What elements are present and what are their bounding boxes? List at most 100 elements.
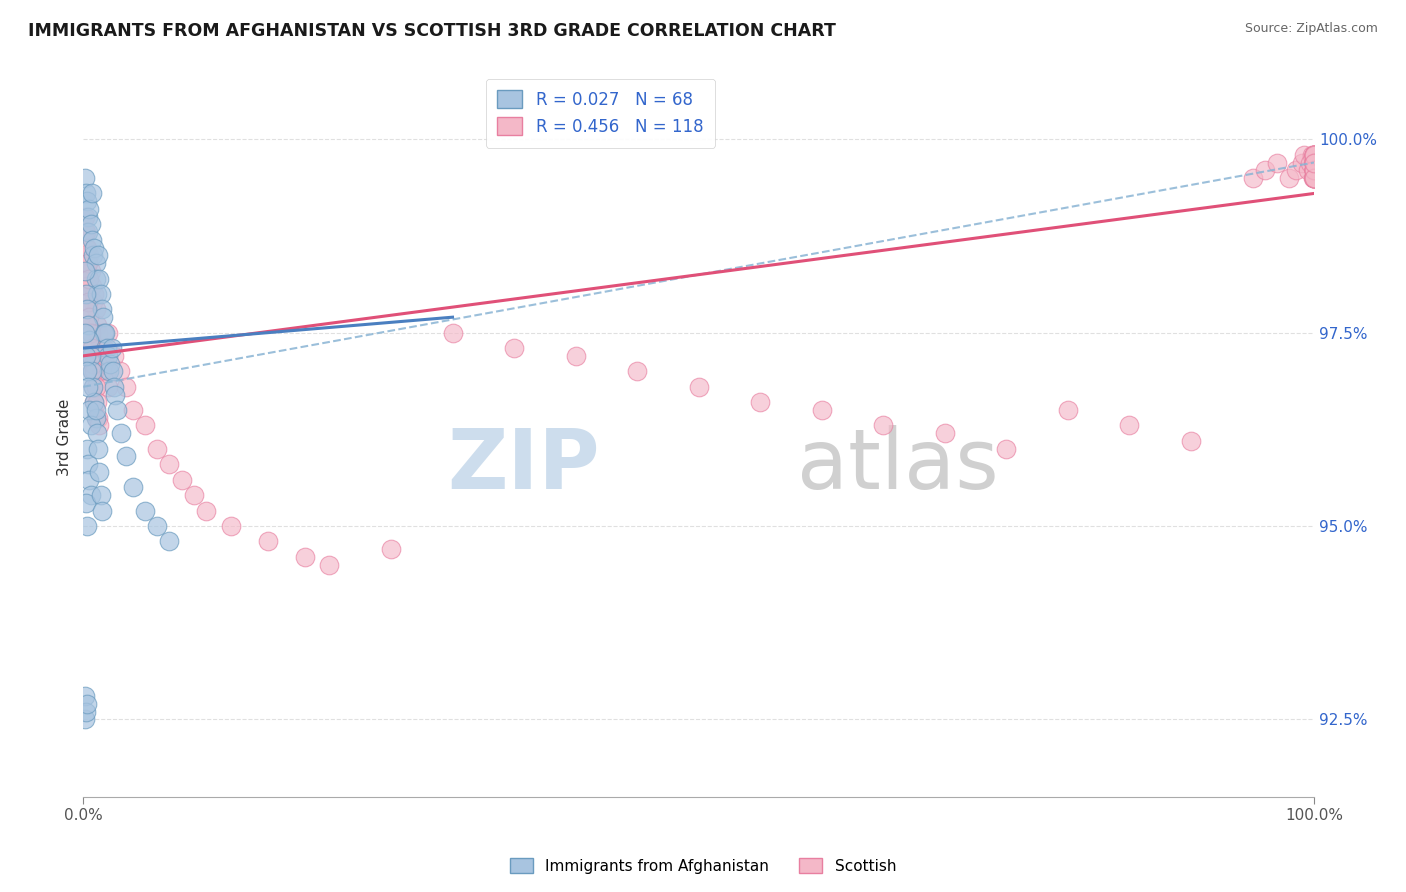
Text: atlas: atlas [797, 425, 998, 507]
Point [1303, 155, 1326, 169]
Point [76, 241, 98, 255]
Point [1303, 163, 1326, 178]
Point [82, 248, 104, 262]
Point [80, 364, 103, 378]
Point [1303, 171, 1326, 186]
Point [80, 364, 103, 378]
Point [82, 380, 104, 394]
Text: Source: ZipAtlas.com: Source: ZipAtlas.com [1244, 22, 1378, 36]
Point [73, 225, 96, 239]
Point [77, 256, 100, 270]
Point [1057, 403, 1080, 417]
Point [86, 426, 108, 441]
Point [115, 380, 138, 394]
Point [79, 218, 101, 232]
Point [76, 364, 98, 378]
Point [87, 442, 110, 456]
Point [80, 341, 103, 355]
Point [1303, 155, 1326, 169]
Point [86, 318, 108, 332]
Point [76, 194, 98, 209]
Point [1303, 148, 1326, 162]
Point [75, 186, 97, 201]
Point [73, 171, 96, 186]
Point [83, 364, 105, 378]
Point [146, 519, 169, 533]
Point [1303, 163, 1326, 178]
Point [810, 403, 832, 417]
Point [441, 326, 464, 340]
Point [98, 357, 121, 371]
Point [97, 349, 120, 363]
Point [1303, 171, 1326, 186]
Point [1303, 155, 1326, 169]
Point [1303, 163, 1326, 178]
Point [87, 326, 110, 340]
Point [73, 326, 96, 340]
Point [79, 403, 101, 417]
Point [82, 380, 104, 394]
Point [77, 318, 100, 332]
Point [626, 364, 648, 378]
Point [84, 403, 107, 417]
Point [75, 496, 97, 510]
Point [73, 264, 96, 278]
Point [83, 287, 105, 301]
Point [79, 334, 101, 348]
Point [83, 395, 105, 409]
Point [318, 558, 340, 572]
Point [79, 488, 101, 502]
Point [1296, 163, 1319, 178]
Point [1303, 155, 1326, 169]
Point [77, 318, 100, 332]
Point [84, 410, 107, 425]
Point [79, 326, 101, 340]
Point [1303, 163, 1326, 178]
Point [80, 186, 103, 201]
Point [76, 697, 98, 711]
Point [159, 457, 181, 471]
Point [79, 349, 101, 363]
Text: IMMIGRANTS FROM AFGHANISTAN VS SCOTTISH 3RD GRADE CORRELATION CHART: IMMIGRANTS FROM AFGHANISTAN VS SCOTTISH … [28, 22, 837, 40]
Point [76, 302, 98, 317]
Point [995, 442, 1018, 456]
Point [1291, 155, 1313, 169]
Point [100, 341, 122, 355]
Point [872, 418, 894, 433]
Point [115, 450, 138, 464]
Point [90, 503, 112, 517]
Point [73, 271, 96, 285]
Point [75, 264, 97, 278]
Point [77, 380, 100, 394]
Point [89, 488, 111, 502]
Point [688, 380, 710, 394]
Point [183, 488, 205, 502]
Point [84, 271, 107, 285]
Point [79, 264, 101, 278]
Point [79, 418, 101, 433]
Point [1303, 171, 1326, 186]
Point [1302, 171, 1324, 186]
Point [1284, 163, 1306, 178]
Point [76, 279, 98, 293]
Point [110, 364, 132, 378]
Point [75, 349, 97, 363]
Point [79, 271, 101, 285]
Point [103, 380, 125, 394]
Point [103, 349, 125, 363]
Point [89, 418, 111, 433]
Point [73, 712, 96, 726]
Point [80, 233, 103, 247]
Point [1294, 148, 1316, 162]
Point [79, 202, 101, 216]
Point [86, 287, 108, 301]
Point [83, 241, 105, 255]
Point [89, 271, 111, 285]
Point [75, 225, 97, 239]
Point [1303, 155, 1326, 169]
Point [84, 256, 107, 270]
Point [1303, 171, 1326, 186]
Point [380, 542, 402, 557]
Point [170, 473, 193, 487]
Point [934, 426, 956, 441]
